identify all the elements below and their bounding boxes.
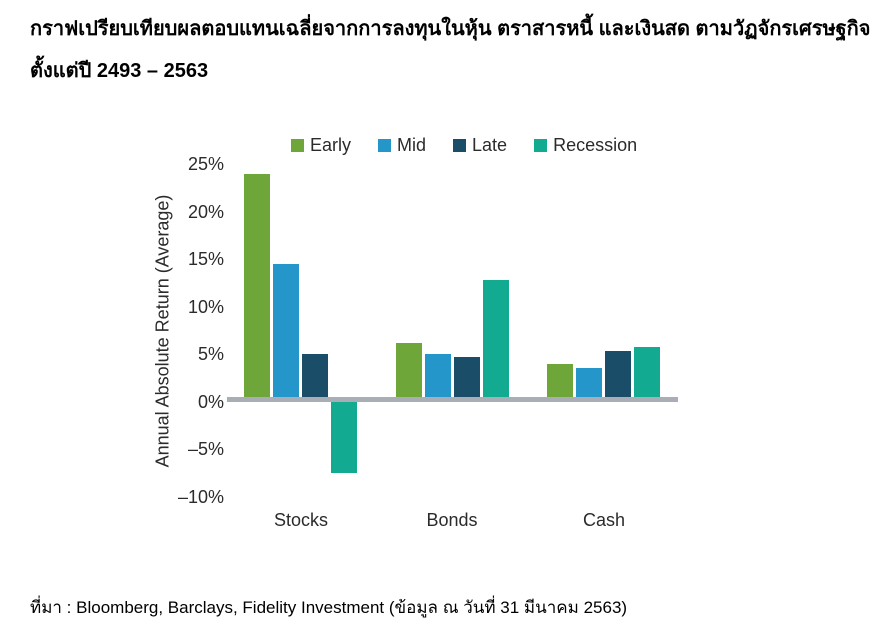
- legend: Early Mid Late Recession: [291, 135, 637, 156]
- bar-cash-mid: [576, 368, 602, 402]
- legend-swatch-icon: [534, 139, 548, 152]
- legend-swatch-icon: [453, 139, 467, 152]
- bar-bonds-early: [396, 343, 422, 402]
- y-axis-tick-label: –10%: [177, 487, 224, 507]
- legend-item-late: Late: [453, 135, 507, 156]
- y-axis-tick-label: 20%: [187, 202, 224, 222]
- y-axis-tick-label: 10%: [187, 297, 224, 317]
- legend-swatch-icon: [378, 139, 392, 152]
- x-axis-category-cash: Cash: [582, 510, 626, 530]
- legend-label: Recession: [553, 135, 638, 155]
- bar-bonds-recession: [483, 280, 509, 402]
- chart-title: กราฟเปรียบเทียบผลตอบแทนเฉลี่ยจากการลงทุน…: [30, 8, 875, 92]
- x-axis-category-bonds: Bonds: [426, 510, 478, 530]
- y-axis-tick-label: 25%: [187, 154, 224, 174]
- y-axis-tick-label: 0%: [197, 392, 224, 412]
- y-axis-title: Annual Absolute Return (Average): [152, 194, 173, 468]
- bar-stocks-mid: [273, 264, 299, 402]
- legend-item-recession: Recession: [534, 135, 637, 156]
- bar-cash-recession: [634, 347, 660, 402]
- x-axis-category-stocks: Stocks: [273, 510, 329, 530]
- chart-title-line-1: กราฟเปรียบเทียบผลตอบแทนเฉลี่ยจากการลงทุน…: [30, 18, 871, 40]
- legend-label: Mid: [397, 135, 427, 155]
- legend-label: Early: [310, 135, 352, 155]
- bar-stocks-late: [302, 354, 328, 402]
- legend-swatch-icon: [291, 139, 304, 152]
- bar-bonds-late: [454, 357, 480, 402]
- bar-cash-early: [547, 364, 573, 402]
- y-axis-tick-label: 5%: [197, 344, 224, 364]
- legend-item-early: Early: [291, 135, 351, 156]
- y-axis-tick-label: 15%: [187, 249, 224, 269]
- bar-cash-late: [605, 351, 631, 402]
- legend-item-mid: Mid: [378, 135, 426, 156]
- chart-title-line-2: ตั้งแต่ปี 2493 – 2563: [30, 60, 209, 82]
- legend-label: Late: [472, 135, 508, 155]
- bar-stocks-recession: [331, 402, 357, 473]
- bar-bonds-mid: [425, 354, 451, 402]
- source-text: ที่มา : Bloomberg, Barclays, Fidelity In…: [30, 598, 628, 617]
- y-axis-tick-label: –5%: [187, 439, 224, 459]
- x-axis-zero-line: [227, 397, 678, 402]
- bar-stocks-early: [244, 174, 270, 402]
